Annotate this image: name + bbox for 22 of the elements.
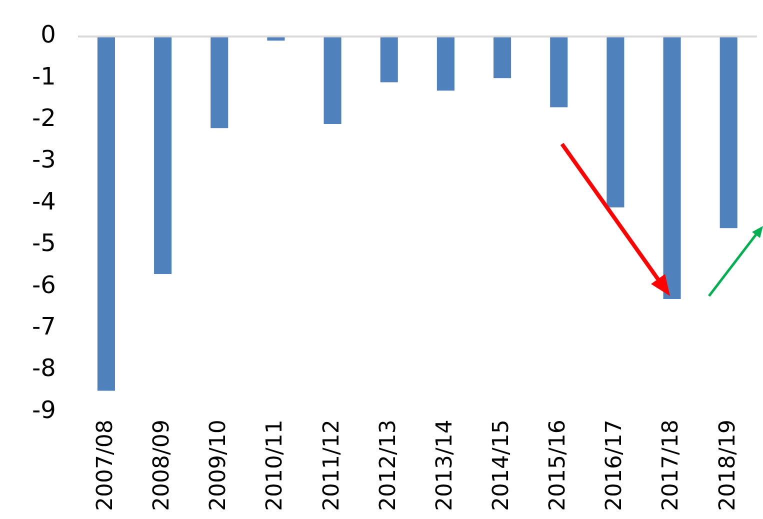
x-tick-label: 2011/12	[319, 420, 344, 512]
x-tick-label: 2012/13	[376, 420, 401, 512]
x-tick-label: 2010/11	[262, 420, 288, 512]
x-tick-label: 2013/14	[432, 420, 458, 512]
y-tick-label: -3	[32, 146, 56, 174]
y-tick-label: -8	[32, 354, 56, 382]
x-tick-label: 2009/10	[206, 420, 232, 512]
x-tick-label: 2008/09	[150, 420, 175, 512]
x-tick-label: 2015/16	[546, 420, 571, 512]
x-tick-label: 2017/18	[658, 420, 684, 512]
x-tick-label: 2014/15	[489, 420, 514, 512]
y-tick-label: -2	[32, 104, 56, 132]
x-tick-label: 2016/17	[602, 420, 628, 512]
y-tick-label: -7	[32, 312, 56, 340]
x-tick-label: 2018/19	[715, 420, 740, 512]
y-tick-label: 0	[40, 20, 56, 49]
y-tick-label: -6	[32, 270, 56, 299]
x-tick-label: 2007/08	[92, 420, 118, 512]
y-tick-label: -1	[32, 62, 56, 90]
y-tick-label: -9	[32, 396, 56, 424]
y-tick-label: -4	[32, 187, 56, 216]
y-tick-label: -5	[32, 229, 56, 258]
